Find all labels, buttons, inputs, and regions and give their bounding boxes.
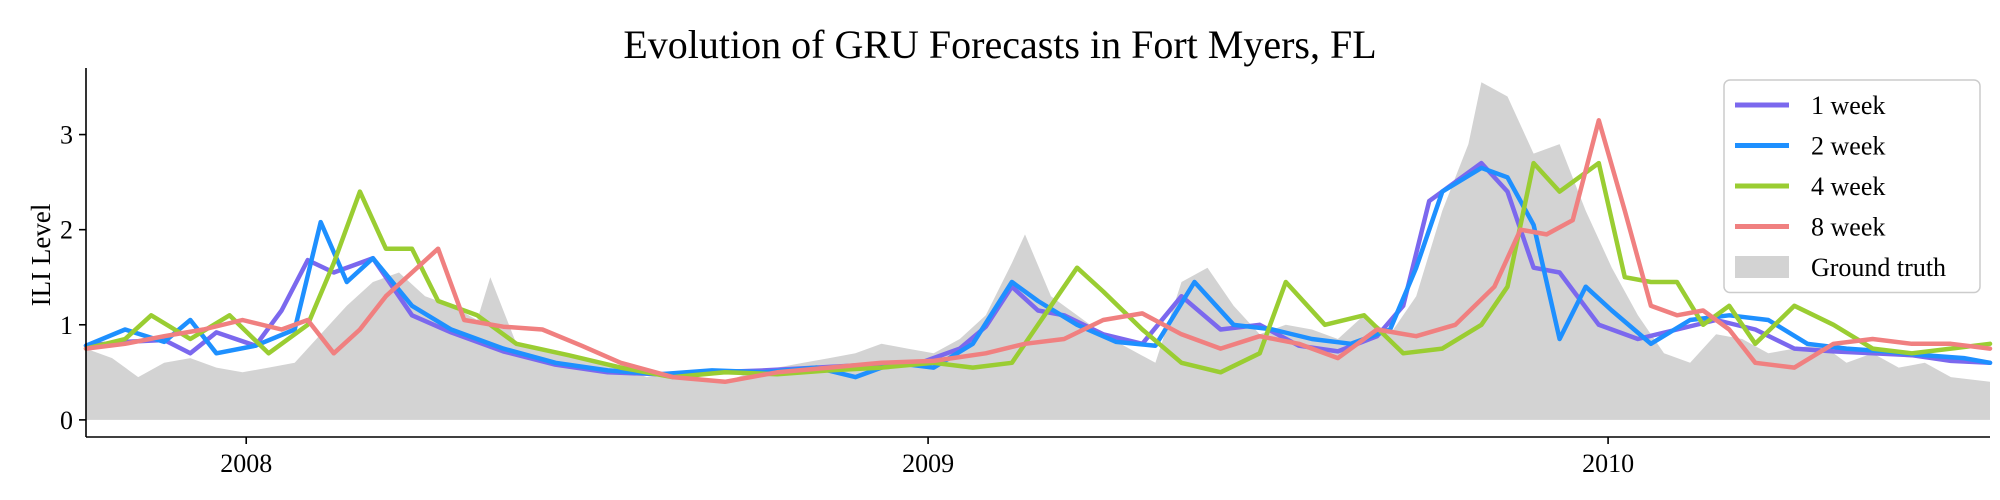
ground-truth-area-layer	[86, 82, 1990, 420]
series-line-2-week	[83, 165, 1993, 380]
x-tick-label: 2010	[1582, 449, 1634, 478]
series-area-ground-truth	[86, 82, 1990, 420]
y-tick-label: 2	[60, 216, 73, 245]
legend-label-4-week: 4 week	[1811, 172, 1885, 201]
legend-box	[1723, 79, 1981, 294]
legend-label-8-week: 8 week	[1811, 213, 1885, 242]
chart-title: Evolution of GRU Forecasts in Fort Myers…	[623, 22, 1376, 67]
legend-label-1-week: 1 week	[1811, 91, 1885, 120]
y-tick-label: 0	[60, 406, 73, 435]
legend: 1 week 2 week 4 week 8 week Ground truth	[1723, 79, 1981, 294]
x-tick-label: 2009	[902, 449, 954, 478]
series-line-8-week	[83, 118, 1993, 385]
forecast-lines-layer	[83, 118, 1993, 385]
axes: 0 1 2 3 2008 2009 2010	[60, 68, 1990, 478]
legend-swatch-ground-truth	[1735, 256, 1789, 278]
legend-label-ground-truth: Ground truth	[1811, 253, 1946, 282]
legend-label-2-week: 2 week	[1811, 132, 1885, 161]
series-line-1-week	[83, 160, 1993, 377]
y-axis-label: ILI Level	[26, 204, 56, 307]
y-tick-label: 3	[60, 121, 73, 150]
series-line-4-week	[83, 160, 1993, 380]
x-tick-label: 2008	[220, 449, 272, 478]
y-tick-label: 1	[60, 311, 73, 340]
